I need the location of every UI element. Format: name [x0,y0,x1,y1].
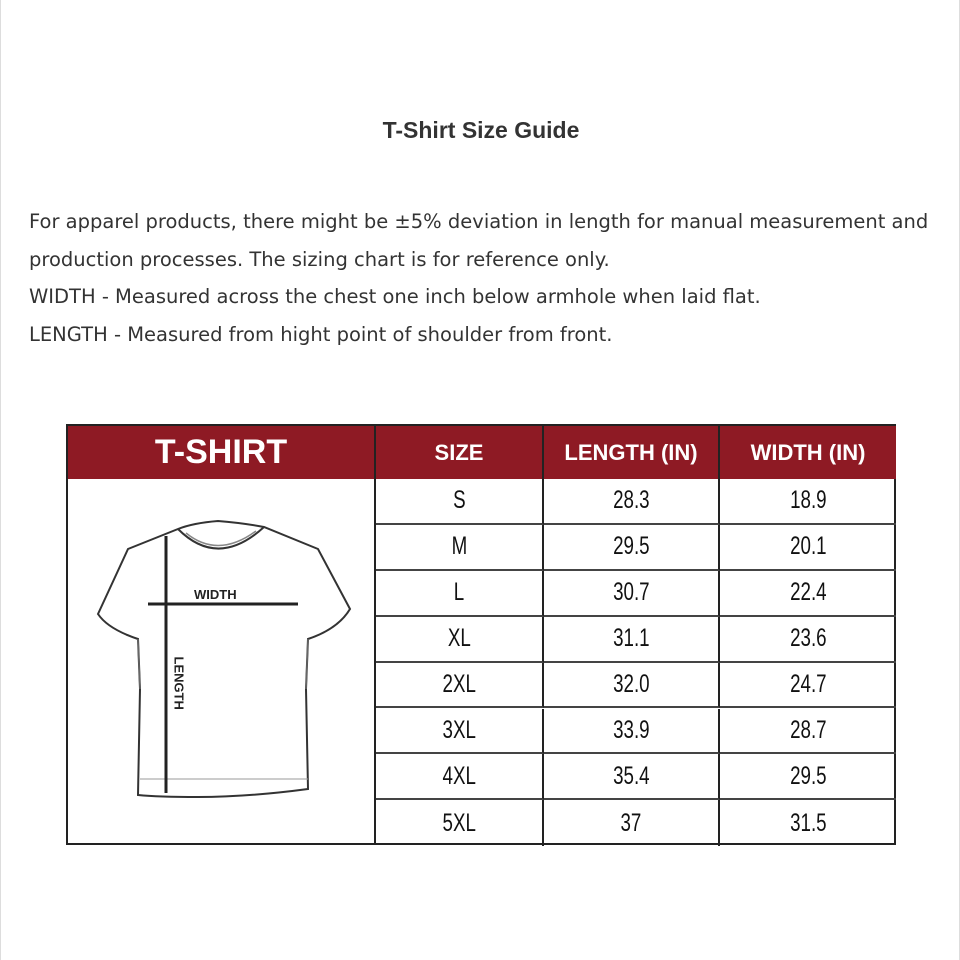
width-value: 18.9 [789,486,827,515]
length-value: 32.0 [612,670,650,699]
size-row-width-cell: 24.7 [720,663,896,709]
tshirt-icon [96,519,352,799]
size-row-size-cell: S [376,479,544,525]
size-value: 2XL [442,670,476,699]
size-row-width-cell: 31.5 [720,800,896,846]
size-row-length-cell: 30.7 [544,570,720,617]
size-row-width-cell: 20.1 [720,525,896,571]
length-label: LENGTH [171,656,187,710]
width-value: 20.1 [789,532,827,561]
width-value: 28.7 [789,715,827,744]
size-row-length-cell: 31.1 [544,616,720,663]
page-title: T-Shirt Size Guide [382,117,580,143]
size-row-length-cell: 29.5 [544,524,720,571]
size-row-width-cell: 28.7 [720,709,896,755]
tshirt-diagram: WIDTH LENGTH [68,479,376,845]
width-note: WIDTH - Measured across the chest one in… [29,285,761,308]
deviation-note: For apparel products, there might be ±5%… [29,210,929,271]
size-row-size-cell: 3XL [376,708,544,755]
size-row-length-cell: 33.9 [544,708,720,755]
width-value: 29.5 [789,761,827,790]
length-value: 37 [620,808,642,837]
size-row-length-cell: 28.3 [544,479,720,525]
length-value: 30.7 [612,578,650,607]
size-row-size-cell: M [376,524,544,571]
size-row-size-cell: XL [376,616,544,663]
width-value: 24.7 [789,670,827,699]
size-value: 3XL [442,715,476,744]
size-row-size-cell: 4XL [376,754,544,801]
size-row-size-cell: 2XL [376,662,544,709]
description: For apparel products, there might be ±5%… [29,203,939,353]
header-length: LENGTH (IN) [544,426,720,479]
size-value: 4XL [442,761,476,790]
length-value: 28.3 [612,486,650,515]
size-row-length-cell: 37 [544,800,720,847]
size-row-size-cell: 5XL [376,800,544,847]
length-value: 31.1 [612,624,650,653]
size-value: XL [447,624,471,653]
size-row-size-cell: L [376,570,544,617]
size-value: 5XL [442,808,476,837]
header-width: WIDTH (IN) [720,426,896,479]
size-row-width-cell: 29.5 [720,754,896,801]
length-value: 33.9 [612,715,650,744]
length-value: 35.4 [612,761,650,790]
header-tshirt: T-SHIRT [68,426,376,479]
width-value: 23.6 [789,624,827,653]
size-row-length-cell: 32.0 [544,662,720,709]
width-value: 31.5 [789,808,827,837]
size-value: S [452,486,466,515]
width-label: WIDTH [194,587,237,602]
length-note: LENGTH - Measured from hight point of sh… [29,322,613,346]
size-row-width-cell: 18.9 [720,479,896,525]
size-chart: T-SHIRT SIZE LENGTH (IN) WIDTH (IN) WIDT… [66,424,896,847]
width-value: 22.4 [789,578,827,607]
size-value: L [453,578,465,607]
size-row-width-cell: 22.4 [720,571,896,617]
length-value: 29.5 [612,532,650,561]
size-row-width-cell: 23.6 [720,617,896,663]
header-size: SIZE [376,426,544,479]
size-row-length-cell: 35.4 [544,754,720,801]
size-value: M [451,532,467,561]
